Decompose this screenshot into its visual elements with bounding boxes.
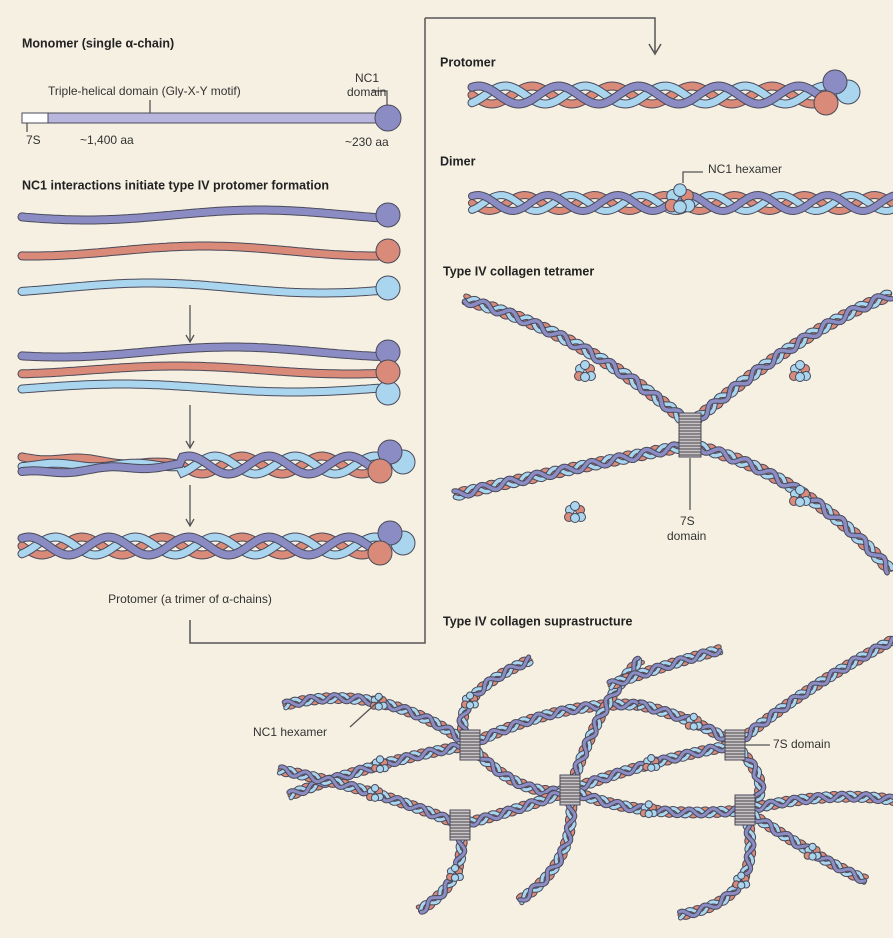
chain: [18, 533, 384, 559]
chain: [18, 380, 382, 396]
label: 7S: [680, 514, 695, 528]
connector: [425, 17, 662, 56]
domain-ball: [450, 864, 460, 873]
domain-ball: [370, 793, 380, 802]
arrow-head: [185, 334, 195, 344]
domain-ball: [465, 691, 475, 700]
domain-ball: [465, 701, 475, 710]
label: NC1: [355, 71, 379, 85]
chain: [18, 279, 382, 297]
domain-ball: [808, 852, 817, 861]
domain-ball: [377, 520, 403, 546]
domain-ball: [795, 485, 805, 495]
chain: [518, 788, 577, 902]
chain: [18, 206, 382, 224]
domain-ball: [580, 360, 590, 370]
chain: [462, 299, 690, 430]
chain: [745, 806, 867, 883]
pointer: [372, 90, 388, 105]
chain: [685, 294, 893, 425]
chain: [520, 788, 577, 905]
domain-ball: [580, 372, 590, 382]
connector: [189, 18, 426, 644]
chain: [470, 741, 572, 796]
chain: [18, 362, 382, 378]
domain-ball: [374, 702, 383, 711]
title: Type IV collagen suprastructure: [443, 614, 632, 628]
domain-ball: [375, 755, 385, 764]
title: NC1 interactions initiate type IV protom…: [22, 178, 329, 192]
chain: [18, 533, 384, 559]
domain-ball: [375, 275, 401, 301]
domain-ball: [673, 183, 687, 197]
chain: [468, 82, 829, 108]
domain-ball: [644, 800, 653, 809]
label: 7S domain: [773, 737, 830, 751]
7s-box: [678, 412, 702, 458]
domain-ball: [647, 763, 656, 772]
domain-ball: [647, 754, 656, 763]
caption: Protomer (a trimer of α-chains): [108, 592, 272, 606]
chain: [459, 788, 573, 830]
domain-ball: [450, 873, 460, 882]
title: Monomer (single α-chain): [22, 36, 174, 50]
domain-ball: [795, 360, 805, 370]
label: NC1 hexamer: [253, 725, 327, 739]
chain: [18, 452, 384, 478]
domain-ball: [375, 238, 401, 264]
label: domain: [667, 529, 706, 543]
domain-ball: [689, 712, 698, 722]
domain-ball: [375, 764, 385, 774]
artwork: [17, 69, 893, 921]
chain: [731, 636, 893, 745]
pointer: [682, 171, 703, 183]
domain-ball: [808, 842, 817, 852]
7s-domain: [21, 112, 49, 124]
title: Protomer: [440, 55, 496, 69]
domain-ball: [795, 497, 805, 507]
label: ~230 aa: [345, 135, 389, 149]
domain-ball: [375, 202, 401, 228]
title: Type IV collagen tetramer: [443, 264, 594, 278]
pointer: [349, 696, 384, 728]
domain-ball: [367, 458, 393, 484]
domain-ball: [570, 501, 580, 511]
arrow-head: [185, 440, 195, 450]
label: NC1 hexamer: [708, 162, 782, 176]
arrow-head: [185, 518, 195, 528]
domain-ball: [795, 372, 805, 382]
helical-domain: [47, 112, 379, 124]
domain-ball: [822, 69, 848, 95]
domain-ball: [737, 881, 746, 890]
chain: [742, 791, 893, 813]
domain-ball: [374, 104, 402, 132]
domain-ball: [370, 784, 380, 793]
chain: [18, 452, 384, 478]
chain: [607, 649, 722, 686]
domain-ball: [737, 871, 746, 880]
domain-ball: [813, 90, 839, 116]
chain: [18, 242, 382, 260]
label: 7S: [26, 133, 41, 147]
label: Triple-helical domain (Gly-X-Y motif): [48, 84, 241, 98]
chain: [468, 82, 829, 108]
domain-ball: [673, 200, 687, 214]
domain-ball: [644, 809, 653, 819]
domain-ball: [367, 540, 393, 566]
domain-ball: [375, 380, 401, 406]
title: Dimer: [440, 154, 476, 168]
label: ~1,400 aa: [80, 133, 134, 147]
domain-ball: [375, 359, 401, 385]
domain-ball: [689, 722, 698, 731]
chain: [689, 439, 889, 575]
label: domain: [347, 85, 386, 99]
domain-ball: [570, 513, 580, 523]
chain: [18, 343, 382, 361]
chain: [457, 788, 572, 827]
chain: [452, 442, 693, 498]
